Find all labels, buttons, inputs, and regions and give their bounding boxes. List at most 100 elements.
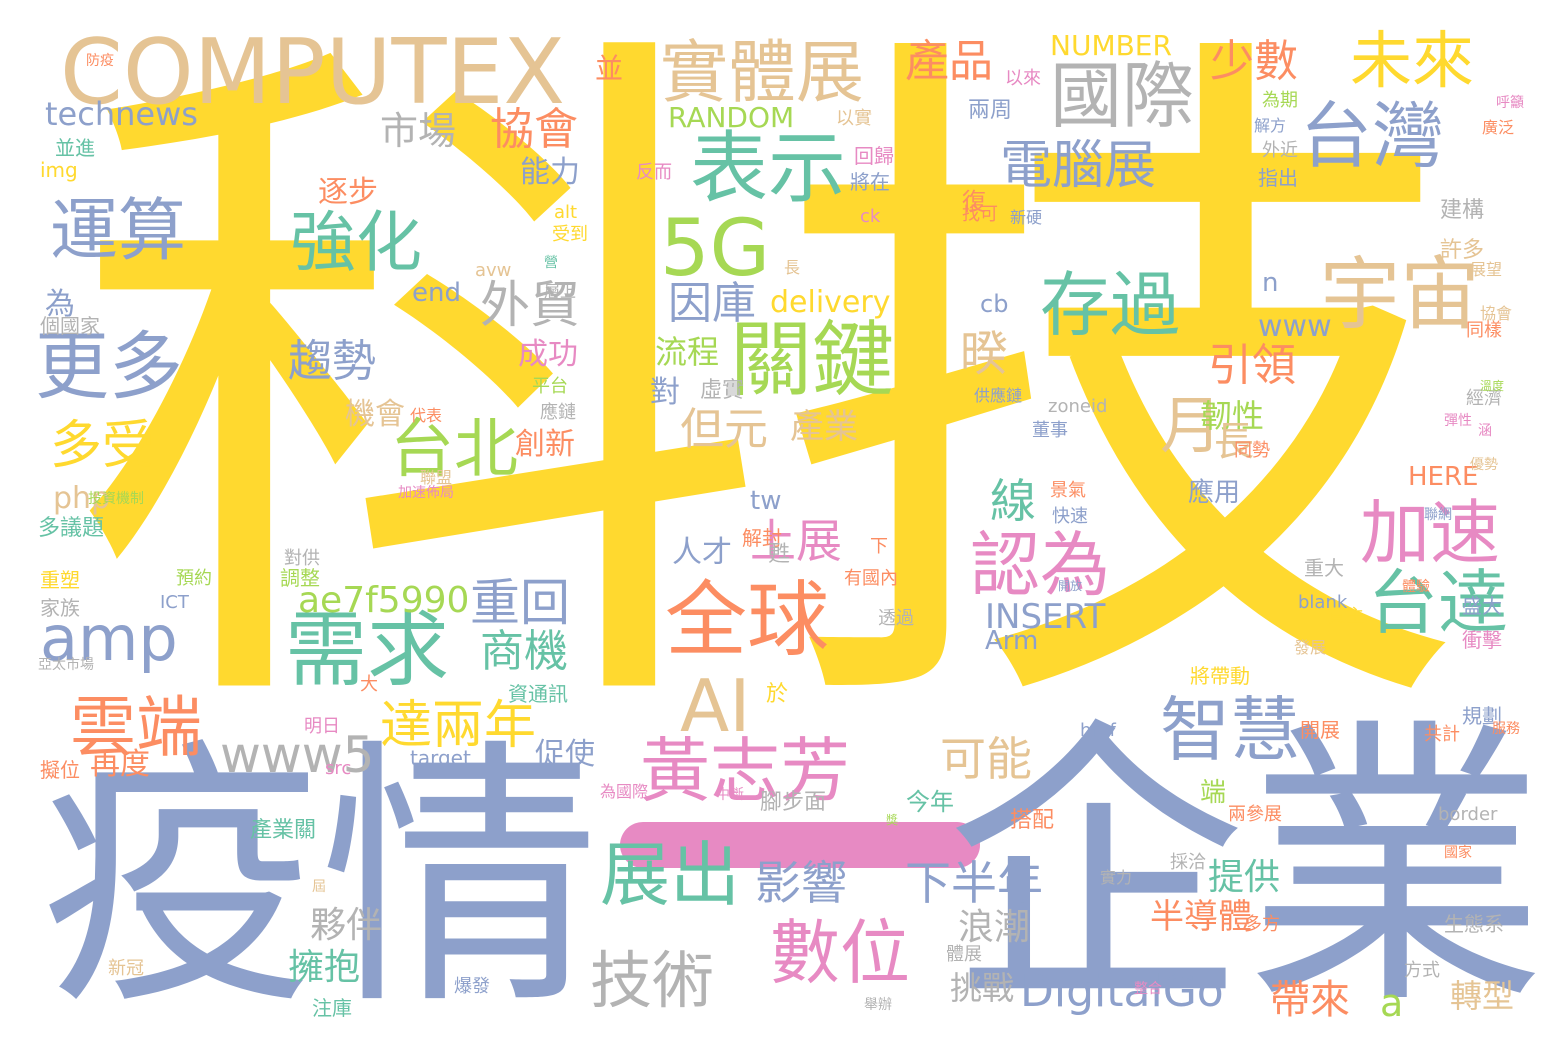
word-73: end xyxy=(412,278,461,308)
word-111: 許多 xyxy=(1440,238,1485,263)
word-123: 衝擊 xyxy=(1462,628,1502,652)
word-11: 少數 xyxy=(1210,36,1298,87)
word-115: 指出 xyxy=(1258,166,1298,190)
word-159: 有國內 xyxy=(844,568,898,589)
word-171: 個國家 xyxy=(40,314,100,338)
word-64: 半導體 xyxy=(1150,897,1252,937)
word-45: 線 xyxy=(990,474,1036,528)
word-158: 共計 xyxy=(1424,724,1460,745)
word-110: 建構 xyxy=(1440,198,1485,223)
word-27: 趨勢 xyxy=(288,336,376,387)
word-19: 5G xyxy=(660,204,771,294)
word-167: 中斷 xyxy=(716,787,744,803)
word-127: 經濟 xyxy=(1466,388,1502,409)
word-90: border xyxy=(1438,804,1498,825)
word-149: 平台 xyxy=(532,376,568,397)
word-184: 加速佈局 xyxy=(398,485,454,501)
word-85: blank xyxy=(1298,592,1348,613)
word-36: 產業 xyxy=(790,407,858,447)
word-76: cb xyxy=(980,290,1009,318)
word-135: 調整 xyxy=(280,566,320,590)
word-130: 生態系 xyxy=(1444,912,1504,936)
word-60: 影響 xyxy=(755,856,847,910)
word-178: 廣泛 xyxy=(1482,118,1515,137)
word-30: 引領 xyxy=(1208,340,1296,391)
word-52: 黃志芳 xyxy=(640,730,850,812)
word-153: 反而 xyxy=(636,162,672,183)
word-195: 服務 xyxy=(1492,721,1520,737)
word-16: technews xyxy=(45,95,198,133)
word-118: 董事 xyxy=(1032,420,1068,441)
word-0: 科技 xyxy=(70,0,1470,797)
word-15: 市場 xyxy=(380,109,457,153)
word-172: 代表 xyxy=(410,406,443,425)
word-196: 聯網 xyxy=(1424,507,1452,523)
word-122: 規劃 xyxy=(1462,704,1502,728)
word-59: 技術 xyxy=(590,944,715,1017)
word-126: 同勢 xyxy=(1234,440,1270,461)
word-197: 國家 xyxy=(1444,845,1472,861)
word-7: 台灣 xyxy=(1300,94,1445,178)
word-69: 挑戰 xyxy=(950,969,1015,1007)
word-65: 提供 xyxy=(1208,857,1281,898)
word-17: 運算 xyxy=(50,192,187,271)
word-10: 產品 xyxy=(905,36,993,87)
word-151: 受到 xyxy=(552,224,588,245)
word-49: 雲端 xyxy=(70,689,202,766)
word-125: 重大 xyxy=(1304,556,1344,580)
word-54: 智慧 xyxy=(1160,689,1300,771)
word-24: 因庫 xyxy=(668,278,756,329)
word-156: 將帶動 xyxy=(1190,664,1250,688)
word-128: 同樣 xyxy=(1466,320,1502,341)
word-3: COMPUTEX xyxy=(60,20,565,125)
word-46: 上展 xyxy=(750,514,842,568)
word-131: 方式 xyxy=(1404,960,1440,981)
word-95: 逐步 xyxy=(318,175,378,210)
word-188: 體驗 xyxy=(1402,579,1430,595)
word-93: 以實 xyxy=(836,108,872,129)
word-81: alt xyxy=(554,202,578,223)
word-120: 端 xyxy=(1200,778,1227,808)
word-164: 實力 xyxy=(1100,868,1133,887)
word-114: 將在 xyxy=(850,170,890,194)
word-143: 明日 xyxy=(304,716,340,737)
word-89: src xyxy=(325,758,352,779)
word-58: 數位 xyxy=(770,912,910,994)
word-170: 防疫 xyxy=(86,53,114,69)
word-39: 需求 xyxy=(285,603,450,698)
word-40: 全球 xyxy=(665,573,830,668)
word-142: 體展 xyxy=(946,944,982,965)
word-116: 外近 xyxy=(1262,140,1298,161)
word-162: 甦 xyxy=(768,542,791,567)
word-70: 帶來 xyxy=(1270,977,1350,1023)
word-154: 找可 xyxy=(962,204,998,225)
word-113: 回歸 xyxy=(854,144,894,168)
word-71: 轉型 xyxy=(1450,977,1515,1015)
word-132: 多方 xyxy=(1244,914,1280,935)
word-47: 重回 xyxy=(470,574,570,632)
word-56: INSERT xyxy=(985,597,1106,637)
word-6: 未來 xyxy=(1350,24,1475,97)
word-182: 優勢 xyxy=(1470,457,1498,473)
word-20: 存過 xyxy=(1040,264,1180,346)
word-18: 強化 xyxy=(290,204,422,281)
word-176: 解方 xyxy=(1254,116,1287,135)
word-194: 整合 xyxy=(1134,981,1162,997)
word-79: Arm xyxy=(985,626,1039,656)
word-144: 擬位 xyxy=(40,758,80,782)
word-35: 但元 xyxy=(680,404,768,455)
word-78: HERE xyxy=(1408,462,1479,492)
word-145: 預約 xyxy=(176,568,212,589)
word-28: 流程 xyxy=(655,333,720,371)
word-67: 夥伴 xyxy=(310,905,383,946)
word-175: 長 xyxy=(784,258,801,277)
word-193: 層上 xyxy=(544,282,577,301)
word-63: a xyxy=(1380,981,1404,1025)
word-41: AI xyxy=(680,664,751,748)
word-42: 加速 xyxy=(1360,492,1500,574)
word-192: 獎 xyxy=(886,813,899,827)
word-32: 韌性 xyxy=(1200,397,1265,435)
word-31: 月 xyxy=(1160,389,1223,462)
word-187: 聯盟 xyxy=(420,468,453,487)
